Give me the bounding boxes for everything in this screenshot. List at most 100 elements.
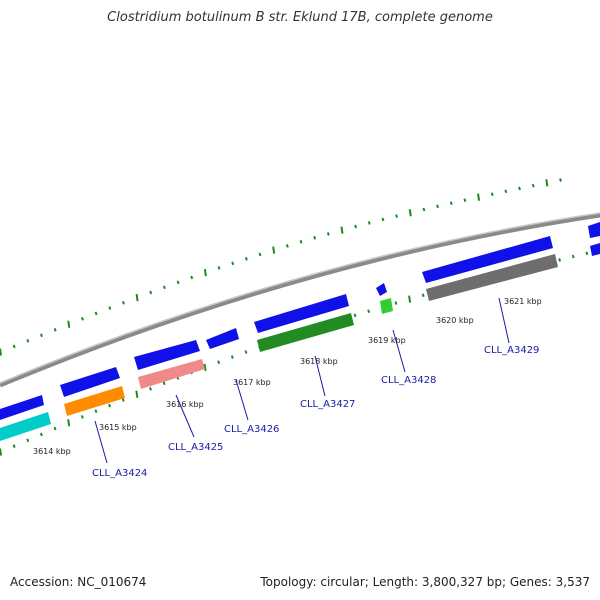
minor-tick [190, 275, 194, 280]
minor-tick [94, 311, 98, 316]
minor-tick [585, 251, 589, 256]
minor-tick [80, 415, 84, 419]
minor-tick [571, 254, 575, 259]
gene-label-leaders [94, 297, 510, 464]
cds-feature[interactable] [376, 283, 387, 296]
kbp-label: 3616 kbp [166, 400, 204, 409]
minor-tick [531, 183, 535, 188]
major-tick [0, 348, 2, 356]
gene-label-CLL_A3428[interactable]: CLL_A3428 [381, 375, 436, 386]
minor-tick [518, 186, 521, 191]
minor-tick [463, 198, 467, 202]
minor-tick [162, 381, 166, 386]
minor-tick [26, 438, 30, 443]
minor-tick [121, 398, 125, 402]
minor-tick [421, 293, 425, 298]
major-tick [135, 293, 139, 302]
minor-tick [436, 204, 440, 209]
map-title: Clostridium botulinum B str. Eklund 17B,… [107, 10, 493, 25]
cds-feature[interactable] [254, 294, 349, 333]
minor-tick [326, 232, 330, 236]
cds-feature[interactable] [0, 395, 44, 420]
gene-CLL_A3424-feature[interactable] [64, 386, 125, 416]
minor-tick [230, 355, 234, 359]
minor-tick [217, 266, 221, 270]
kbp-label: 3620 kbp [436, 316, 474, 325]
gene-CLL_A3428-feature[interactable] [380, 298, 393, 314]
major-tick [545, 179, 549, 187]
gene-CLL_A3429-feature[interactable] [426, 254, 558, 301]
minor-tick [367, 309, 371, 313]
cds-feature[interactable] [590, 243, 600, 256]
minor-tick [449, 201, 453, 206]
major-tick [0, 448, 2, 456]
minor-tick [244, 350, 248, 354]
major-tick [203, 269, 207, 277]
minor-tick [12, 344, 16, 349]
minor-tick [81, 317, 84, 321]
minor-tick [367, 221, 371, 225]
minor-tick [121, 300, 125, 305]
minor-tick [12, 444, 16, 448]
minor-tick [381, 217, 385, 222]
kbp-label: 3621 kbp [504, 297, 542, 306]
major-tick [135, 390, 139, 398]
minor-tick [558, 258, 562, 262]
gene-label-CLL_A3425[interactable]: CLL_A3425 [168, 442, 223, 453]
genome-backbone-highlight [0, 212, 600, 384]
minor-tick [394, 301, 398, 305]
kbp-label: 3615 kbp [99, 423, 137, 432]
minor-tick [162, 285, 166, 290]
cds-feature[interactable] [588, 222, 600, 238]
leader-line [314, 355, 326, 397]
gene-CLL_A3427-feature[interactable] [257, 313, 354, 352]
cds-feature[interactable] [206, 328, 239, 349]
minor-tick [231, 261, 235, 266]
cds-feature[interactable] [422, 236, 553, 283]
minor-tick [108, 306, 112, 310]
cds-feature[interactable] [60, 367, 120, 397]
minor-tick [285, 244, 289, 248]
gene-label-CLL_A3427[interactable]: CLL_A3427 [300, 399, 355, 410]
minor-tick [258, 252, 262, 257]
major-tick [272, 246, 276, 254]
major-tick [67, 419, 71, 427]
major-tick [340, 226, 344, 234]
gene-CLL_A3425-feature[interactable] [138, 359, 205, 389]
minor-tick [244, 257, 248, 261]
minor-tick [53, 327, 57, 332]
minor-tick [149, 290, 153, 295]
accession-text: Accession: NC_010674 [10, 575, 147, 589]
leader-line [498, 297, 510, 344]
minor-tick [353, 313, 357, 318]
gene-label-CLL_A3424[interactable]: CLL_A3424 [92, 468, 147, 479]
kbp-label: 3619 kbp [368, 336, 406, 345]
gene-CLL_A3423-feature[interactable] [0, 412, 51, 441]
minor-tick [395, 214, 399, 218]
leader-line [392, 329, 406, 373]
minor-tick [108, 403, 112, 408]
minor-tick [490, 192, 494, 197]
leader-line [175, 394, 195, 438]
major-tick [477, 193, 481, 201]
minor-tick [504, 189, 508, 194]
genome-summary-text: Topology: circular; Length: 3,800,327 bp… [260, 575, 590, 589]
minor-tick [26, 339, 30, 343]
minor-tick [354, 224, 358, 229]
cds-feature[interactable] [134, 340, 200, 370]
minor-tick [53, 426, 57, 431]
minor-tick [40, 333, 43, 338]
major-tick [408, 295, 412, 303]
gene-label-CLL_A3426[interactable]: CLL_A3426 [224, 424, 279, 435]
leader-line [235, 379, 249, 421]
minor-tick [176, 280, 180, 285]
forward-strand-cds [0, 222, 600, 420]
minor-tick [422, 207, 426, 212]
minor-tick [149, 386, 152, 391]
gene-label-CLL_A3429[interactable]: CLL_A3429 [484, 345, 539, 356]
minor-tick [94, 409, 98, 414]
major-tick [408, 209, 412, 217]
leader-line [94, 420, 108, 464]
minor-tick [299, 240, 303, 244]
